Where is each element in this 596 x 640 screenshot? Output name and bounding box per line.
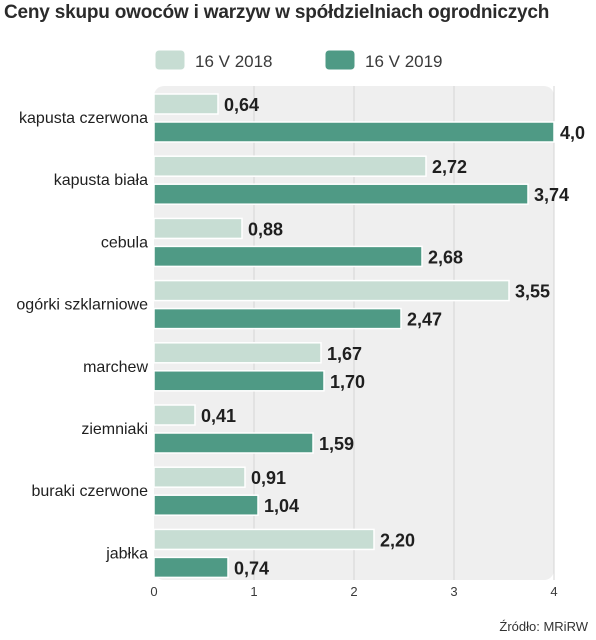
x-tick-label: 2 [350, 584, 357, 599]
x-tick-label: 0 [150, 584, 157, 599]
value-label-2018: 0,64 [224, 95, 259, 115]
bar-2019 [153, 432, 314, 454]
category-label: buraki czerwone [32, 483, 149, 500]
value-label-2019: 2,68 [428, 247, 463, 267]
bar-2019 [153, 183, 529, 205]
value-label-2019: 0,74 [234, 558, 269, 578]
category-label: kapusta biała [54, 172, 148, 189]
bar-2019 [153, 121, 555, 143]
value-label-2019: 1,70 [330, 372, 365, 392]
chart-title: Ceny skupu owoców i warzyw w spółdzielni… [4, 2, 550, 23]
value-label-2018: 0,91 [251, 468, 286, 488]
category-label: ogórki szklarniowe [16, 297, 148, 314]
legend-label: 16 V 2019 [365, 52, 443, 71]
category-label: jabłka [105, 545, 148, 562]
bar-2019 [153, 245, 423, 268]
x-tick-label: 1 [250, 584, 257, 599]
value-label-2018: 2,20 [380, 530, 415, 550]
bar-2018 [153, 404, 196, 426]
legend-swatch [324, 49, 356, 71]
category-label: ziemniaki [81, 421, 148, 438]
bar-2018 [153, 217, 243, 240]
source-note: Źródło: MRiRW [499, 619, 588, 634]
bar-2019 [153, 307, 402, 330]
category-label: kapusta czerwona [19, 110, 148, 127]
bar-2018 [153, 528, 375, 551]
value-label-2018: 3,55 [515, 282, 550, 302]
category-label: cebula [101, 234, 148, 251]
value-label-2018: 0,41 [201, 406, 236, 426]
bar-2018 [153, 342, 322, 364]
category-label: marchew [83, 359, 148, 376]
bar-2019 [153, 556, 229, 579]
value-label-2019: 3,74 [534, 185, 569, 205]
legend-label: 16 V 2018 [195, 52, 273, 71]
legend-swatch [154, 49, 186, 71]
value-label-2019: 1,04 [264, 496, 299, 516]
value-label-2019: 1,59 [319, 434, 354, 454]
value-label-2018: 0,88 [248, 219, 283, 239]
bar-2018 [153, 155, 427, 177]
value-label-2019: 2,47 [407, 310, 442, 330]
bar-2018 [153, 466, 246, 488]
value-label-2018: 2,72 [432, 157, 467, 177]
x-tick-label: 3 [450, 584, 457, 599]
value-label-2018: 1,67 [327, 344, 362, 364]
bar-2018 [153, 93, 219, 115]
bar-2019 [153, 494, 259, 516]
value-label-2019: 4,0 [560, 123, 585, 143]
x-tick-label: 4 [550, 584, 557, 599]
bar-2019 [153, 370, 325, 392]
bar-2018 [153, 279, 510, 302]
